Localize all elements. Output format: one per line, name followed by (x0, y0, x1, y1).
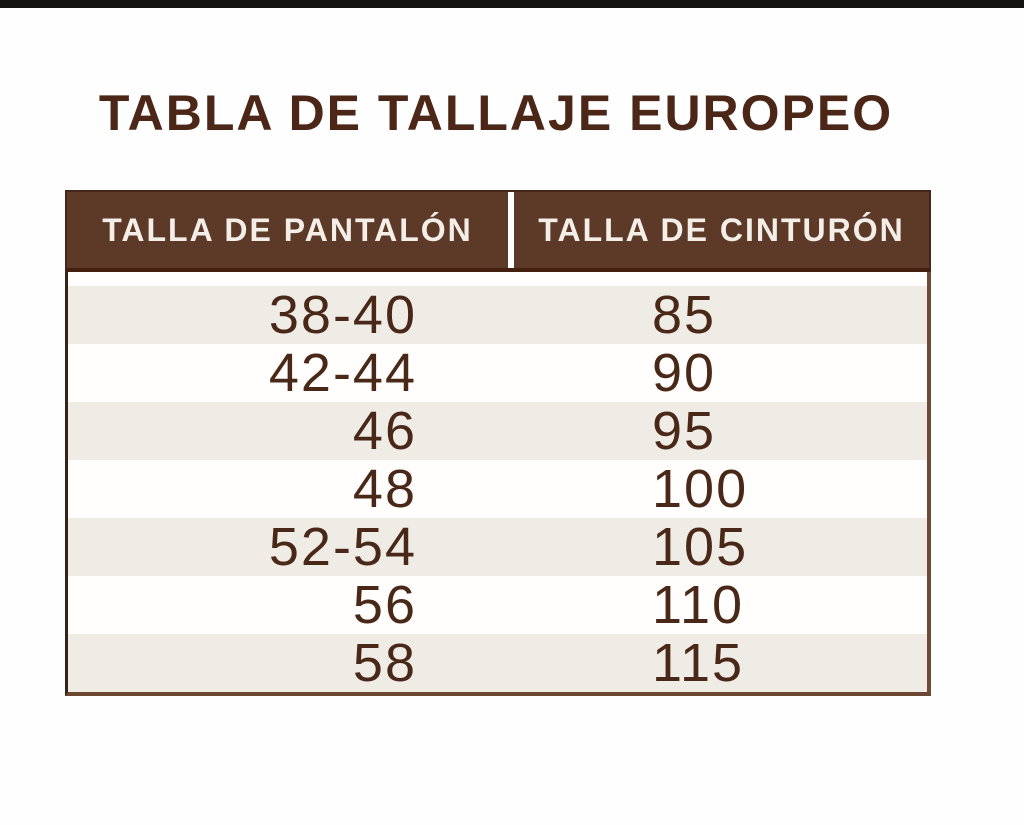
table-row: 52-54 105 (68, 518, 927, 576)
cell-pantalon: 56 (352, 575, 417, 635)
table-row: 42-44 90 (68, 344, 927, 402)
size-table: TALLA DE PANTALÓN TALLA DE CINTURÓN 38-4… (65, 190, 931, 696)
cell-cinturon: 100 (652, 459, 749, 519)
cell-pantalon: 52-54 (268, 517, 417, 577)
cell-cinturon: 115 (652, 633, 745, 693)
top-edge-bar (0, 0, 1024, 8)
table-body: 38-40 85 42-44 90 46 95 48 100 52-54 (65, 272, 931, 696)
header-cell-pantalon: TALLA DE PANTALÓN (67, 192, 508, 268)
table-row: 48 100 (68, 460, 927, 518)
header-gap (68, 272, 927, 286)
cell-pantalon: 48 (352, 459, 417, 519)
cell-pantalon: 46 (352, 401, 417, 461)
table-rows: 38-40 85 42-44 90 46 95 48 100 52-54 (68, 286, 927, 692)
cell-pantalon: 58 (352, 633, 417, 693)
cell-cinturon: 110 (652, 575, 745, 635)
table-row: 46 95 (68, 402, 927, 460)
header-cell-cinturon: TALLA DE CINTURÓN (514, 192, 929, 268)
cell-cinturon: 95 (652, 401, 717, 461)
cell-pantalon: 38-40 (268, 285, 417, 345)
table-header-row: TALLA DE PANTALÓN TALLA DE CINTURÓN (65, 190, 931, 272)
table-row: 38-40 85 (68, 286, 927, 344)
cell-cinturon: 90 (652, 343, 717, 403)
page-title: TABLA DE TALLAJE EUROPEO (98, 85, 894, 141)
cell-cinturon: 105 (652, 517, 749, 577)
cell-pantalon: 42-44 (268, 343, 417, 403)
table-row: 56 110 (68, 576, 927, 634)
cell-cinturon: 85 (652, 285, 717, 345)
table-row: 58 115 (68, 634, 927, 692)
header-divider (508, 192, 514, 268)
